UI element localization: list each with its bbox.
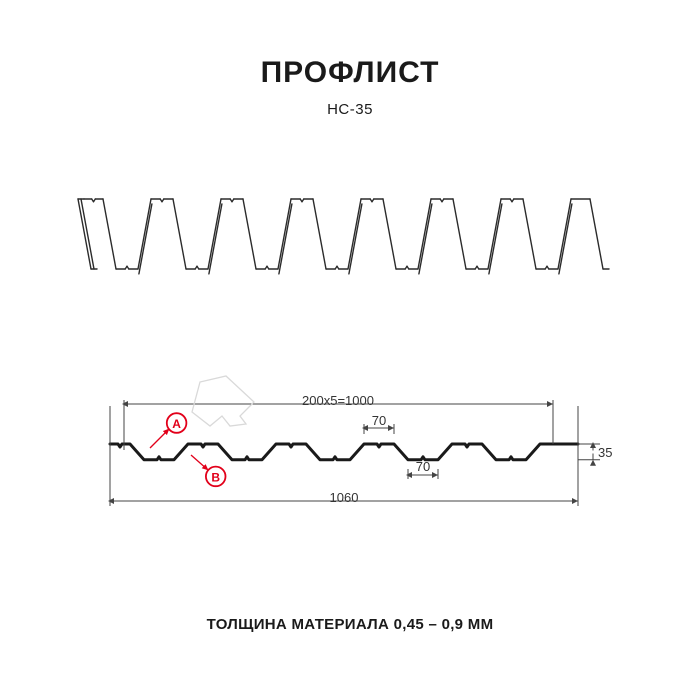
svg-text:A: A: [172, 417, 181, 431]
svg-text:B: B: [211, 470, 220, 484]
